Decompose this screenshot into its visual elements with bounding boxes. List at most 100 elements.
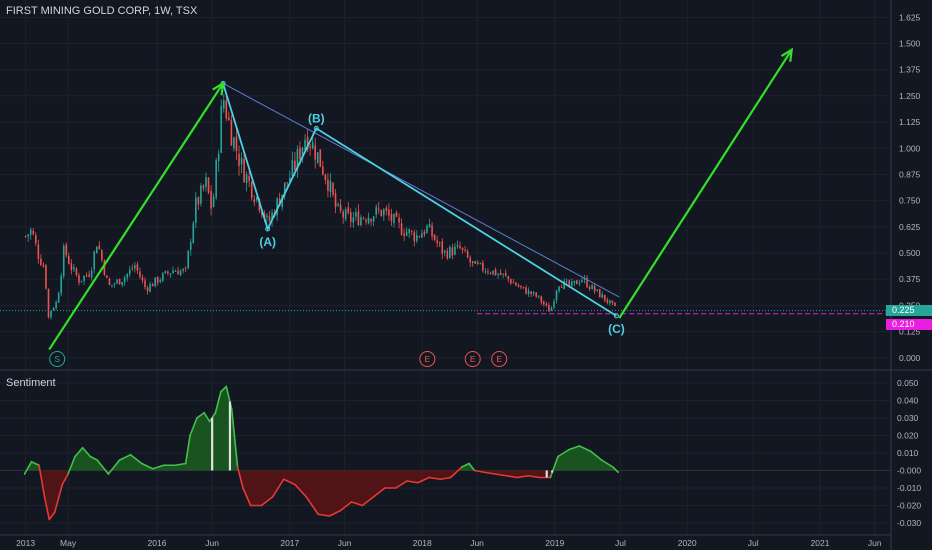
candle[interactable] [520,285,522,290]
candle[interactable] [471,261,474,267]
earnings-marker[interactable]: E [491,351,508,367]
candle[interactable] [40,254,42,267]
candle[interactable] [586,275,588,289]
candle[interactable] [189,238,192,256]
candle[interactable] [37,239,40,264]
candle[interactable] [195,191,197,229]
candle[interactable] [423,229,426,237]
candle[interactable] [144,277,146,290]
candle[interactable] [383,208,385,222]
candle[interactable] [337,202,339,207]
candle[interactable] [184,266,187,272]
candle[interactable] [101,248,103,263]
candle[interactable] [405,227,408,237]
candle[interactable] [395,210,398,218]
candle[interactable] [385,205,388,216]
candle[interactable] [167,269,169,276]
candle[interactable] [75,267,78,277]
candle[interactable] [515,281,517,286]
candle[interactable] [588,285,591,291]
candle[interactable] [314,137,317,169]
candle[interactable] [578,279,581,287]
candle[interactable] [134,262,136,273]
elliott-wave-path[interactable] [222,83,617,317]
candle[interactable] [131,264,134,271]
candle[interactable] [113,282,116,288]
candle[interactable] [487,268,489,275]
candle[interactable] [29,227,32,240]
candle[interactable] [32,227,35,236]
candle[interactable] [62,243,65,279]
candle[interactable] [118,278,121,285]
candle[interactable] [80,280,83,283]
candle[interactable] [88,270,90,278]
split-marker[interactable]: S [49,351,66,367]
candle[interactable] [433,233,436,242]
candle[interactable] [169,273,172,278]
candle[interactable] [466,248,469,259]
candle[interactable] [291,151,294,179]
candle[interactable] [179,269,182,277]
candle[interactable] [352,211,355,228]
candle[interactable] [192,220,195,244]
candle[interactable] [296,145,299,179]
candle[interactable] [52,306,55,312]
candle[interactable] [85,272,88,278]
candle[interactable] [527,287,530,297]
candle[interactable] [609,299,611,306]
candle[interactable] [583,274,586,284]
candle[interactable] [604,294,606,303]
candle[interactable] [324,173,327,185]
candle[interactable] [111,284,113,288]
candle[interactable] [306,129,309,153]
candle[interactable] [421,229,423,238]
candle[interactable] [456,240,459,249]
candle[interactable] [443,249,446,257]
candle[interactable] [390,208,393,226]
candle[interactable] [222,94,225,113]
candle[interactable] [70,259,73,275]
candle[interactable] [210,185,212,216]
candle[interactable] [416,230,418,244]
candle[interactable] [504,269,507,277]
candle[interactable] [464,245,466,253]
candle[interactable] [45,263,47,290]
candle[interactable] [581,277,583,283]
candle[interactable] [355,207,357,221]
candle[interactable] [451,244,454,260]
candle[interactable] [598,288,601,298]
candle[interactable] [436,235,438,248]
candle[interactable] [233,136,235,152]
candle[interactable] [454,242,456,256]
candle[interactable] [253,195,256,207]
candle[interactable] [228,111,230,122]
candle[interactable] [197,196,200,210]
candle[interactable] [550,306,553,312]
candle[interactable] [344,207,347,222]
candle[interactable] [212,193,215,208]
candle[interactable] [375,204,377,219]
candle[interactable] [525,285,527,295]
candle[interactable] [611,300,614,306]
candle[interactable] [225,93,228,122]
candle[interactable] [512,278,515,284]
candle[interactable] [78,272,80,286]
candle[interactable] [459,241,461,250]
candle[interactable] [479,262,482,265]
candle[interactable] [202,184,205,192]
candle[interactable] [492,270,494,276]
candles[interactable] [24,93,616,320]
candle[interactable] [217,149,220,172]
candle[interactable] [248,170,250,187]
candle[interactable] [322,160,324,176]
candle[interactable] [606,297,609,305]
candle[interactable] [601,291,604,299]
candle[interactable] [342,209,344,224]
candle[interactable] [446,247,449,260]
candle[interactable] [438,241,441,248]
candle[interactable] [177,266,179,275]
candle[interactable] [573,280,576,287]
candle[interactable] [347,202,350,215]
candle[interactable] [289,170,291,183]
candle[interactable] [484,268,487,275]
